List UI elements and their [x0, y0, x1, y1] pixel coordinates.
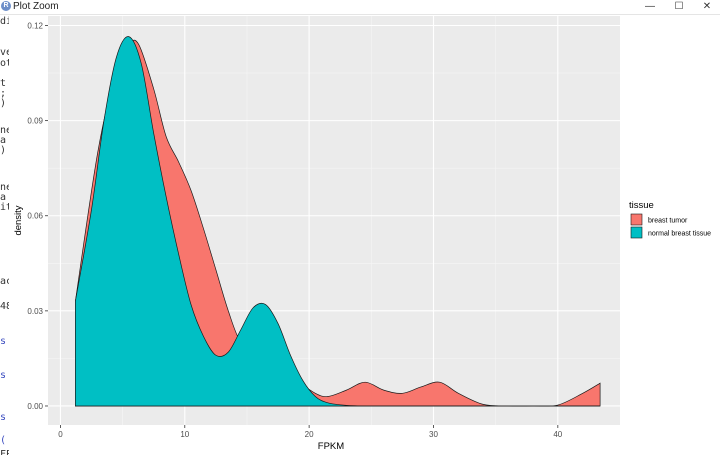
- side-snippet: ): [0, 145, 7, 156]
- x-tick-label: 30: [429, 430, 438, 439]
- y-axis-title: density: [13, 205, 24, 235]
- legend-key-swatch: [630, 213, 643, 226]
- title-bar[interactable]: R Plot Zoom — ☐ ✕: [0, 0, 720, 15]
- density-area-normal-breast-tissue: [75, 36, 601, 407]
- side-snippet: di: [0, 16, 9, 27]
- r-app-icon: R: [1, 1, 11, 11]
- y-tick-label: 0.09: [27, 117, 43, 126]
- side-snippet: 48: [0, 301, 9, 312]
- legend-label: breast tumor: [648, 218, 688, 225]
- side-snippet: s (: [0, 370, 9, 381]
- y-tick-label: 0.06: [27, 212, 43, 221]
- side-snippet: s (: [0, 412, 9, 423]
- side-snippet: s (: [0, 336, 9, 347]
- minimize-button[interactable]: —: [645, 1, 655, 12]
- side-snippet: FPKM: [0, 449, 9, 455]
- side-snippet: ne: [0, 182, 9, 193]
- x-tick-label: 20: [305, 430, 314, 439]
- side-snippet: ne: [0, 125, 9, 136]
- side-snippet: a: [0, 135, 7, 146]
- legend-key-swatch: [630, 226, 643, 239]
- x-tick-label: 0: [58, 430, 63, 439]
- y-tick-label: 0.12: [27, 22, 43, 31]
- y-tick-label: 0.00: [27, 402, 43, 411]
- y-tick-label: 0.03: [27, 307, 43, 316]
- side-snippet: (: [0, 435, 7, 446]
- plot-area: 0 10 20 30 40 0.00 0.03 0.06 0.09 0.12 FPKM density…: [9, 15, 720, 455]
- legend-label: normal breast tissue: [648, 231, 711, 238]
- close-button[interactable]: ✕: [702, 1, 712, 12]
- side-snippet: ve: [0, 47, 9, 58]
- maximize-button[interactable]: ☐: [674, 1, 684, 12]
- x-tick-label: 40: [553, 430, 562, 439]
- side-snippet: t: [0, 78, 7, 89]
- side-snippet: ot: [0, 58, 9, 69]
- x-tick-label: 10: [180, 430, 189, 439]
- side-snippet: it: [0, 202, 9, 213]
- x-axis-title: FPKM: [318, 441, 344, 452]
- window-title: Plot Zoom: [13, 1, 59, 12]
- density-chart: 0 10 20 30 40 0.00 0.03 0.06 0.09 0.12 FPKM density…: [13, 16, 711, 452]
- side-snippet: a: [0, 192, 7, 203]
- side-snippet: ;: [0, 88, 7, 99]
- side-snippet: ): [0, 98, 7, 109]
- side-snippet: ac: [0, 276, 9, 287]
- legend-title: tissue: [629, 200, 654, 211]
